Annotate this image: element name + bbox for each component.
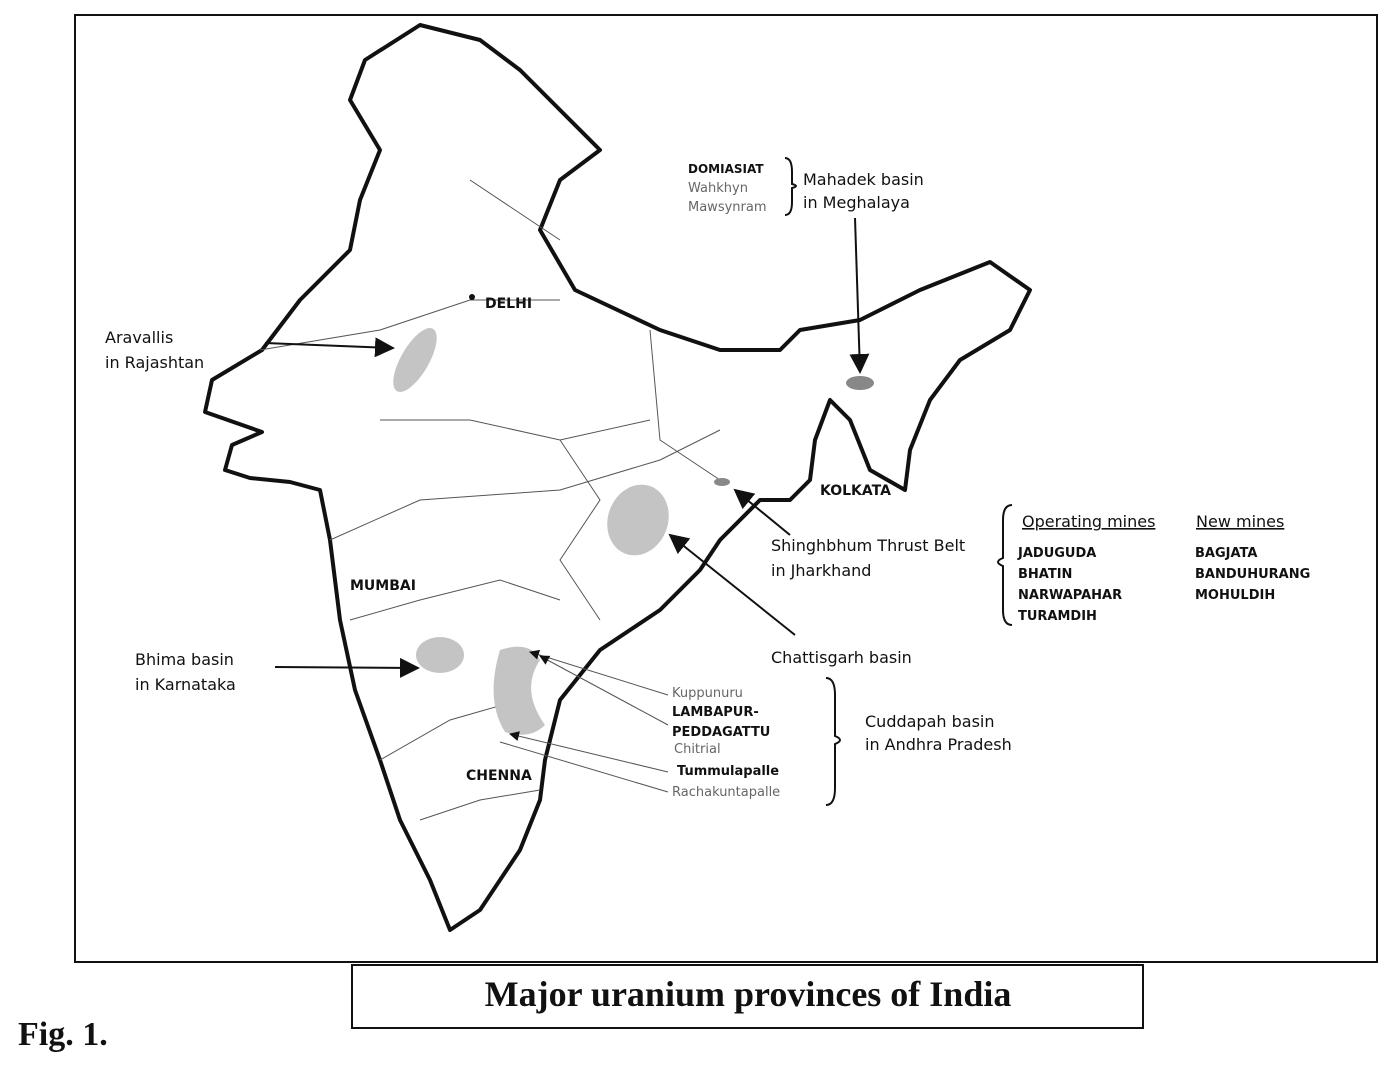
caption-box [351, 964, 1144, 1029]
province-name: in Meghalaya [803, 193, 910, 212]
province-name: Mahadek basin [803, 170, 924, 189]
province-name: in Jharkhand [771, 561, 871, 580]
figure-label: Fig. 1. [18, 1016, 108, 1053]
basins [393, 328, 874, 735]
city: DELHI [485, 296, 532, 312]
labels: DOMIASIAT Wahkhyn Mawsynram Mahadek basi… [105, 162, 1310, 800]
province-name: in Rajashtan [105, 353, 204, 372]
mine: JADUGUDA [1017, 546, 1096, 561]
deposit: Chitrial [674, 742, 721, 757]
arrows [264, 157, 1013, 806]
deposit: PEDDAGATTU [672, 725, 770, 740]
mines-heading: New mines [1196, 512, 1284, 531]
mine: BAGJATA [1195, 546, 1257, 561]
india-outline [203, 23, 1032, 932]
deposit: Kuppunuru [672, 686, 743, 701]
mine: NARWAPAHAR [1018, 588, 1122, 603]
city: MUMBAI [350, 578, 416, 594]
province-name: Cuddapah basin [865, 712, 995, 731]
province-name: in Karnataka [135, 675, 236, 694]
mine: BHATIN [1018, 567, 1072, 582]
province-name: Shinghbhum Thrust Belt [771, 536, 965, 555]
deposit: Wahkhyn [688, 181, 748, 196]
city: KOLKATA [820, 483, 891, 499]
deposit: Rachakuntapalle [672, 785, 780, 800]
deposit: LAMBAPUR- [672, 705, 759, 720]
deposit: DOMIASIAT [688, 162, 764, 176]
province-name: Bhima basin [135, 650, 234, 669]
province-name: Aravallis [105, 328, 173, 347]
mine: BANDUHURANG [1195, 567, 1310, 582]
deposit: Tummulapalle [677, 764, 779, 779]
caption: Major uranium provinces of India [485, 974, 1012, 1014]
mines-heading: Operating mines [1022, 512, 1155, 531]
province-name: in Andhra Pradesh [865, 735, 1012, 754]
map-frame [74, 14, 1378, 963]
province-name: Chattisgarh basin [771, 648, 912, 667]
mine: TURAMDIH [1018, 609, 1097, 624]
deposit: Mawsynram [688, 200, 767, 215]
city: CHENNA [466, 768, 532, 784]
mine: MOHULDIH [1195, 588, 1275, 603]
